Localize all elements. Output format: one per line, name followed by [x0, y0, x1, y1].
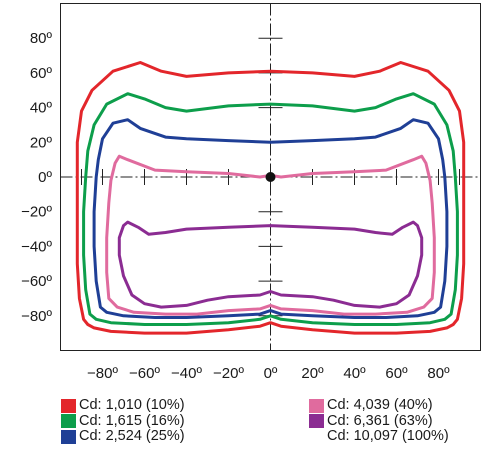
legend-label: Cd: 2,524 (25%)	[79, 428, 185, 444]
legend-label: Cd: 10,097 (100%)	[327, 428, 449, 444]
y-tick-label: 20º	[30, 134, 53, 151]
x-tick-label: 80º	[427, 365, 450, 382]
x-tick-label: −20º	[213, 365, 244, 382]
legend-item: Cd: 1,615 (16%)	[61, 412, 185, 430]
contour-line	[105, 154, 436, 316]
center-point	[265, 172, 276, 182]
x-tick-label: 40º	[343, 365, 366, 382]
y-tick-label: 60º	[30, 65, 53, 82]
legend-item: Cd: 4,039 (40%)	[309, 397, 449, 414]
legend-swatch	[309, 398, 324, 413]
y-tick-label: −60º	[21, 273, 52, 290]
legend-swatch	[309, 414, 324, 429]
legend-swatch	[61, 398, 76, 413]
legend-label: Cd: 1,010 (10%)	[79, 397, 185, 413]
x-tick-label: 20º	[301, 365, 324, 382]
y-tick-label: 80º	[30, 30, 53, 47]
series-layer	[75, 61, 466, 335]
contour-line	[82, 92, 459, 326]
legend-label: Cd: 4,039 (40%)	[327, 397, 433, 413]
y-tick-label: −20º	[21, 204, 52, 221]
y-tick-label: 40º	[30, 100, 53, 117]
y-tick-label: −40º	[21, 238, 52, 255]
y-tick-label: 0º	[38, 169, 52, 186]
legend-item: Cd: 6,361 (63%)	[309, 412, 449, 430]
contour-line	[92, 118, 449, 319]
legend-left: Cd: 1,010 (10%) Cd: 1,615 (16%) Cd: 2,52…	[61, 397, 185, 445]
x-tick-label: −80º	[87, 365, 118, 382]
legend-label: Cd: 6,361 (63%)	[327, 412, 433, 429]
legend-right: Cd: 4,039 (40%) Cd: 6,361 (63%) Cd: 10,0…	[309, 397, 449, 445]
legend-swatch	[61, 429, 76, 444]
y-tick-label: −80º	[21, 308, 52, 325]
legend-swatch	[61, 414, 76, 429]
legend-item: Cd: 1,010 (10%)	[61, 397, 185, 414]
legend-label: Cd: 1,615 (16%)	[79, 412, 185, 429]
tick-labels: 80º 60º 40º 20º 0º −20º −40º −60º −80º −80º −60º −4…	[21, 30, 450, 382]
contour-line	[75, 61, 466, 335]
legend-item: Cd: 10,097 (100%)	[309, 428, 449, 445]
legend-item: Cd: 2,524 (25%)	[61, 428, 185, 445]
x-tick-label: 60º	[385, 365, 408, 382]
x-tick-label: −40º	[171, 365, 202, 382]
x-tick-label: −60º	[129, 365, 160, 382]
x-tick-label: 0º	[264, 365, 278, 382]
contour-line	[117, 220, 424, 309]
legend-swatch	[309, 430, 324, 444]
